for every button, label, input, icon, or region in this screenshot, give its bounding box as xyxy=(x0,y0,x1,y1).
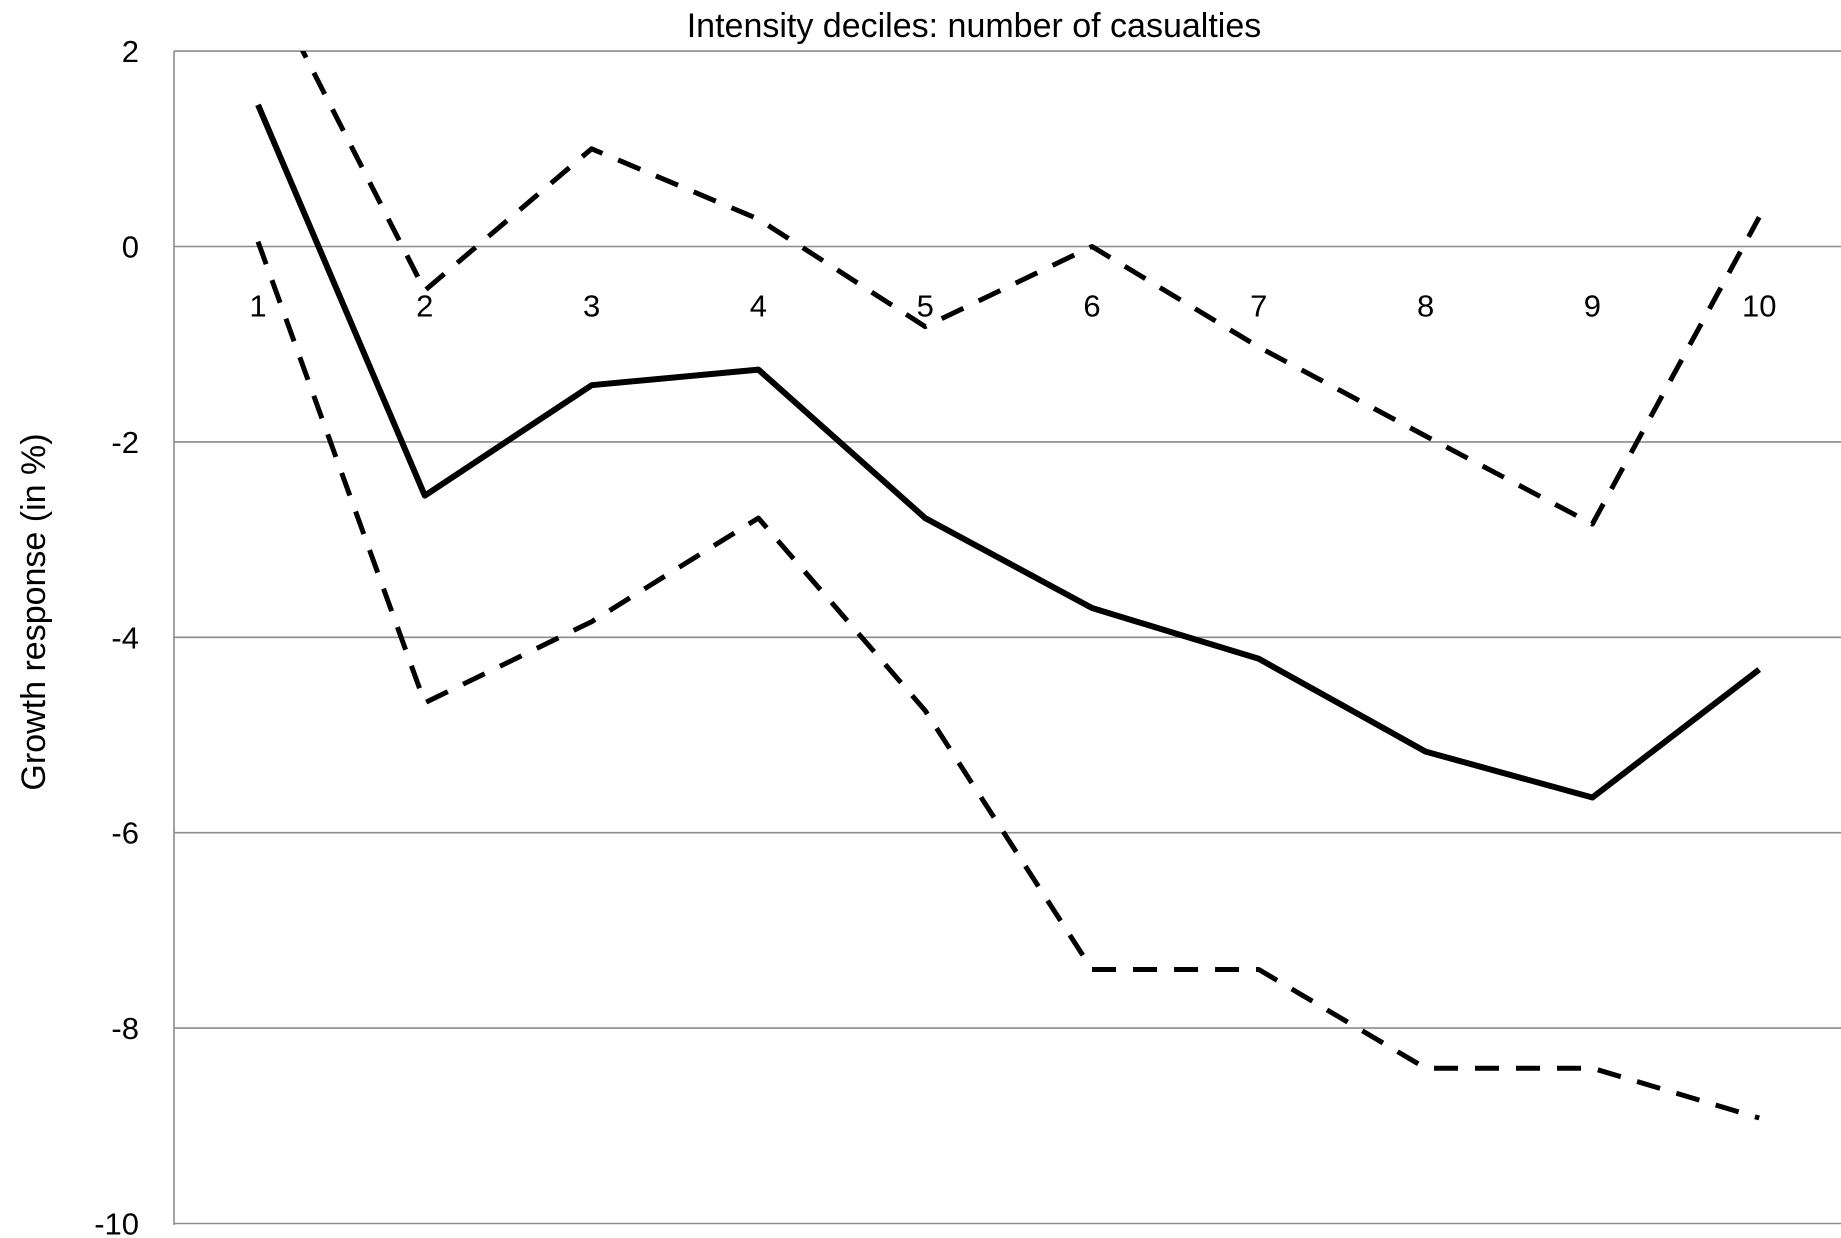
y-tick-label: -4 xyxy=(111,620,139,655)
y-tick-label: 2 xyxy=(122,34,139,69)
y-tick-label: -8 xyxy=(111,1011,139,1046)
x-tick-label: 2 xyxy=(416,289,433,324)
estimate-line xyxy=(255,103,1762,801)
y-tick-label: -6 xyxy=(111,816,139,851)
chart-title: Intensity deciles: number of casualties xyxy=(687,7,1262,45)
x-tick-label: 6 xyxy=(1083,289,1100,324)
x-tick-label: 7 xyxy=(1250,289,1267,324)
y-tick-label: -10 xyxy=(94,1207,139,1238)
x-tick-label: 3 xyxy=(583,289,600,324)
confidence-band-line-1 xyxy=(299,51,1762,527)
series-lines xyxy=(255,51,1762,1121)
y-axis-label: Growth response (in %) xyxy=(15,433,53,790)
gridlines xyxy=(174,50,1841,1225)
x-tick-label: 4 xyxy=(750,289,767,324)
x-tick-label: 1 xyxy=(249,289,266,324)
confidence-band-line-2 xyxy=(255,240,1760,1121)
y-tick-labels: 2 0 -2 -4 -6 -8 -10 xyxy=(94,34,139,1238)
x-tick-label: 5 xyxy=(917,289,934,324)
y-tick-label: 0 xyxy=(122,230,139,265)
x-tick-label: 9 xyxy=(1584,289,1601,324)
y-tick-label: -2 xyxy=(111,425,139,460)
x-tick-labels: 1 2 3 4 5 6 7 8 9 10 xyxy=(249,289,1776,324)
x-tick-label: 10 xyxy=(1742,289,1776,324)
x-tick-label: 8 xyxy=(1417,289,1434,324)
